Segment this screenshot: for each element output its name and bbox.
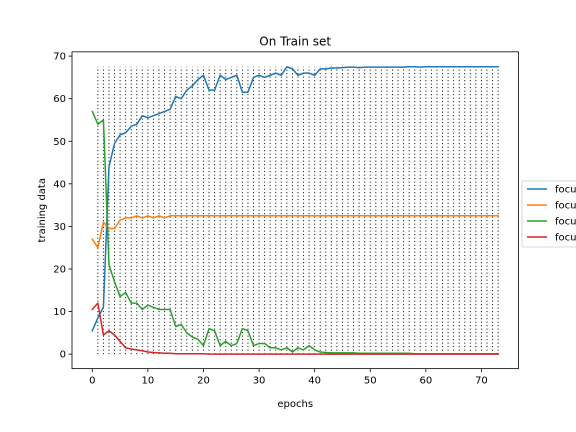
legend: focu focu focu focu [521,180,576,248]
x-tick-label: 10 [142,376,155,387]
y-tick-label: 40 [53,179,66,190]
series-lines [91,65,499,355]
legend-label: focu [555,233,576,244]
y-axis-label: training data [37,178,48,242]
y-tick-label: 60 [53,94,66,105]
legend-label: focu [555,185,576,196]
series-line-1 [91,65,499,332]
plot-frame [71,51,519,370]
legend-box [521,180,576,248]
x-axis-ticks: 0 10 20 30 40 50 60 70 [89,368,488,387]
x-tick-label: 70 [475,376,488,387]
chart-title: On Train set [259,35,331,49]
x-tick-label: 40 [308,376,321,387]
x-tick-label: 50 [364,376,377,387]
y-tick-label: 30 [53,222,66,233]
legend-label: focu [555,201,576,212]
dotted-vertical-lines [97,66,499,355]
x-tick-label: 20 [197,376,210,387]
series-line-2 [91,215,499,249]
y-tick-label: 0 [60,350,66,361]
y-axis-ticks: 0 10 20 30 40 50 60 70 [53,52,72,361]
x-tick-label: 30 [253,376,266,387]
legend-label: focu [555,217,576,228]
x-tick-label: 60 [419,376,432,387]
x-tick-label: 0 [89,376,95,387]
x-axis-label: epochs [277,399,313,410]
y-tick-label: 70 [53,52,66,63]
y-tick-label: 10 [53,307,66,318]
y-tick-label: 20 [53,265,66,276]
series-line-4 [91,302,499,355]
y-tick-label: 50 [53,137,66,148]
